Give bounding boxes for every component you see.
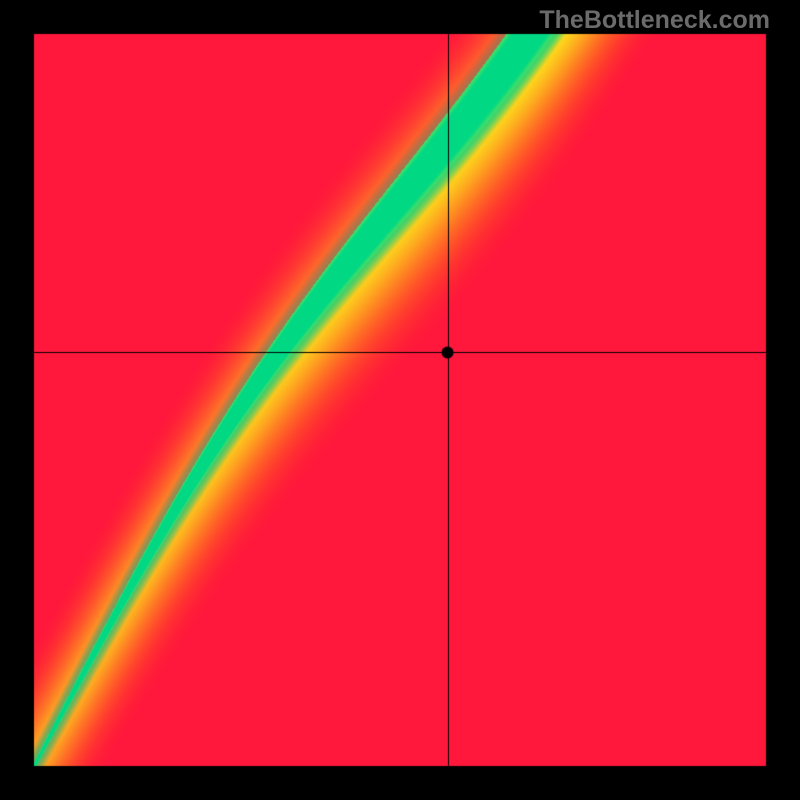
chart-container: { "canvas": { "width": 800, "height": 80…: [0, 0, 800, 800]
watermark-text: TheBottleneck.com: [539, 6, 770, 35]
crosshair-overlay: [0, 0, 800, 800]
